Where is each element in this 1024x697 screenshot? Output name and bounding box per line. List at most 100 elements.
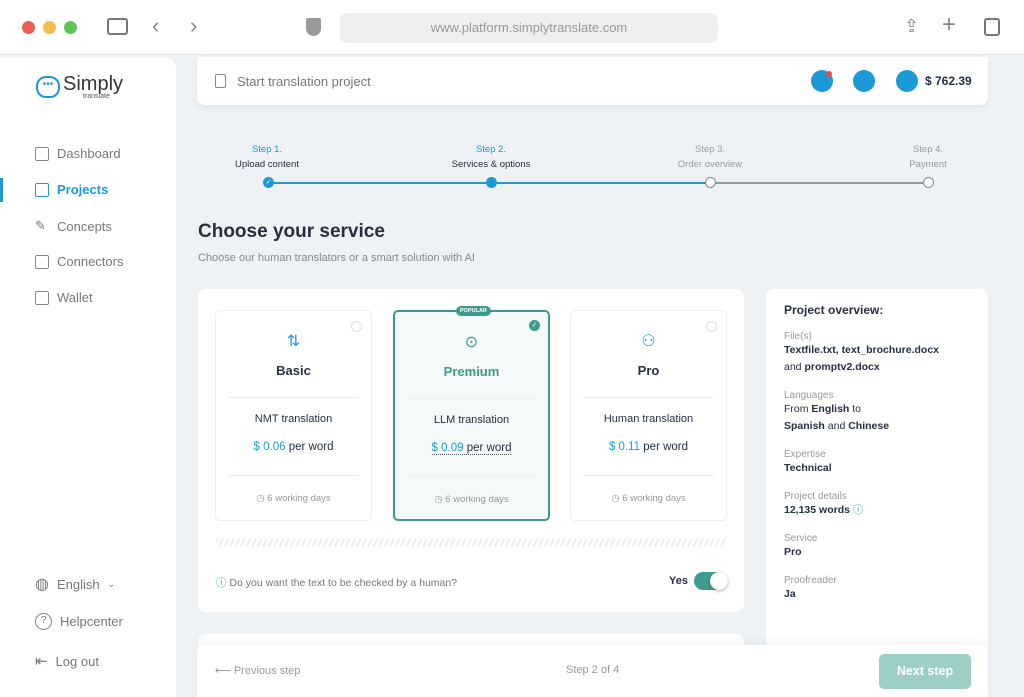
unit: per word <box>643 441 689 453</box>
globe-icon: ◍ <box>35 576 49 593</box>
sidebar-toggle-icon[interactable] <box>107 18 128 35</box>
page-subtitle: Choose our human translators or a smart … <box>198 252 475 264</box>
label: Log out <box>55 653 99 669</box>
days: 6 working days <box>267 493 331 504</box>
logout-icon: ⇤ <box>35 653 48 670</box>
step-title: Order overview <box>677 159 743 170</box>
overview-title: Project overview: <box>784 303 884 317</box>
w: Spanish <box>784 420 825 432</box>
human-check-toggle[interactable] <box>694 572 728 590</box>
step-line <box>716 182 923 184</box>
label: Projects <box>57 182 109 197</box>
tabs-overview-icon[interactable] <box>984 18 1000 36</box>
delivery-time: ◷ 6 working days <box>216 493 371 504</box>
files: promptv2.docx <box>804 361 880 373</box>
balance: $ 762.39 <box>925 74 972 88</box>
label: Concepts <box>57 218 112 234</box>
price: $ 0.11 <box>608 441 641 453</box>
check-icon: ✓ <box>529 320 540 331</box>
step-title: Payment <box>909 159 947 170</box>
w: From <box>784 403 809 415</box>
forward-icon[interactable]: › <box>190 13 198 38</box>
logo[interactable]: ••• Simply translate <box>36 73 123 100</box>
check-icon: ✓ <box>263 177 274 188</box>
languages-value: From English to Spanish and Chinese <box>784 401 970 435</box>
url-bar[interactable]: www.platform.simplytranslate.com <box>340 13 718 43</box>
sidebar-item-connectors[interactable]: Connectors <box>35 254 123 269</box>
service-name: Premium <box>443 364 500 379</box>
price: $ 0.06 <box>253 441 286 453</box>
step-num: Step 4. <box>912 144 944 155</box>
service-name: Pro <box>637 363 660 378</box>
w: Chinese <box>848 420 890 432</box>
step-dot <box>705 177 716 188</box>
step-num: Step 3. <box>694 144 726 155</box>
logout-link[interactable]: ⇤ Log out <box>35 652 99 670</box>
service-price: $ 0.11 per word <box>571 441 726 453</box>
divider <box>216 539 726 547</box>
w: to <box>852 403 862 415</box>
clock-icon: ◷ <box>611 493 620 504</box>
page-title: Choose your service <box>198 221 385 242</box>
label: Previous step <box>233 665 301 677</box>
label: Dashboard <box>57 146 121 161</box>
users-icon: ⚇ <box>641 333 656 350</box>
w: English <box>811 403 850 415</box>
languages-label: Languages <box>784 390 834 401</box>
step-title: Services & options <box>451 159 531 170</box>
helpcenter-link[interactable]: ? Helpcenter <box>35 613 123 630</box>
back-icon[interactable]: ‹ <box>152 13 160 38</box>
info-icon[interactable]: ⓘ <box>852 504 864 516</box>
chevron-down-icon: ⌄ <box>107 578 116 589</box>
document-icon <box>35 182 49 197</box>
sidebar-item-projects[interactable]: Projects <box>35 182 108 197</box>
unit: per word <box>466 442 512 454</box>
sidebar-item-wallet[interactable]: Wallet <box>35 290 93 305</box>
service-desc: NMT translation <box>254 413 333 425</box>
sidebar-item-concepts[interactable]: ✎ Concepts <box>35 218 112 234</box>
chat-bubble-icon: ••• <box>36 75 60 98</box>
step-progress: Step 2 of 4 <box>566 664 620 676</box>
step-2[interactable]: Step 2. Services & options <box>436 142 546 172</box>
sidebar-item-dashboard[interactable]: Dashboard <box>35 146 121 161</box>
minimize-window-button[interactable] <box>43 21 56 34</box>
notification-bell-icon[interactable] <box>811 70 833 92</box>
header-title: Start translation project <box>237 74 371 89</box>
maximize-window-button[interactable] <box>64 21 77 34</box>
step-num: Step 2. <box>475 144 507 155</box>
step-4: Step 4. Payment <box>873 142 983 172</box>
logo-name: Simply <box>63 73 124 95</box>
service-option-pro[interactable]: ⚇ Pro Human translation $ 0.11 per word … <box>570 310 727 521</box>
proofreader-label: Proofreader <box>784 575 837 586</box>
delivery-time: ◷ 6 working days <box>571 493 726 504</box>
browser-toolbar: ‹ › www.platform.simplytranslate.com ⇪ + <box>0 0 1024 55</box>
next-step-button[interactable]: Next step <box>879 654 971 689</box>
wallet-card-icon[interactable] <box>896 70 918 92</box>
step-num: Step 1. <box>251 144 283 155</box>
step-dot <box>923 177 934 188</box>
expertise-value: Technical <box>784 462 832 474</box>
document-icon <box>215 74 226 88</box>
details-label: Project details <box>784 491 847 502</box>
price: $ 0.09 <box>431 442 464 454</box>
user-avatar-icon[interactable] <box>853 70 875 92</box>
share-icon[interactable]: ⇪ <box>904 16 920 36</box>
service-option-basic[interactable]: ⇅ Basic NMT translation $ 0.06 per word … <box>215 310 372 521</box>
close-window-button[interactable] <box>22 21 35 34</box>
footer-bar: ⟵ Previous step Step 2 of 4 Next step <box>197 645 988 697</box>
step-line <box>497 182 706 184</box>
radio-button[interactable] <box>706 321 717 332</box>
clock-icon: ◷ <box>434 494 443 505</box>
previous-step-button[interactable]: ⟵ Previous step <box>215 664 301 677</box>
language-selector[interactable]: ◍ English ⌄ <box>35 574 115 594</box>
step-1[interactable]: Step 1. Upload content <box>212 142 322 172</box>
service-option-premium[interactable]: POPULAR ✓ ⊙ Premium LLM translation $ 0.… <box>393 306 550 521</box>
step-title: Upload content <box>235 159 299 170</box>
question-text: Do you want the text to be checked by a … <box>229 577 458 589</box>
human-check-question: ⓘ Do you want the text to be checked by … <box>216 575 457 590</box>
project-overview: Project overview: File(s) Textfile.txt, … <box>766 289 988 669</box>
radio-button[interactable] <box>351 321 362 332</box>
new-tab-icon[interactable]: + <box>942 11 957 38</box>
step-dot <box>486 177 497 188</box>
service-label: Service <box>784 533 818 544</box>
